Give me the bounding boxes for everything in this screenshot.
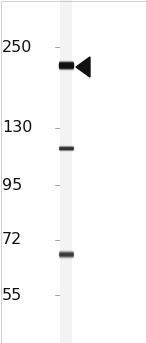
- Text: 72: 72: [2, 233, 22, 248]
- Text: 55: 55: [2, 287, 22, 303]
- Text: 95: 95: [2, 177, 22, 192]
- Bar: [60, 0, 72, 343]
- Text: 130: 130: [2, 120, 32, 135]
- Text: 250: 250: [2, 39, 32, 55]
- Polygon shape: [76, 57, 90, 77]
